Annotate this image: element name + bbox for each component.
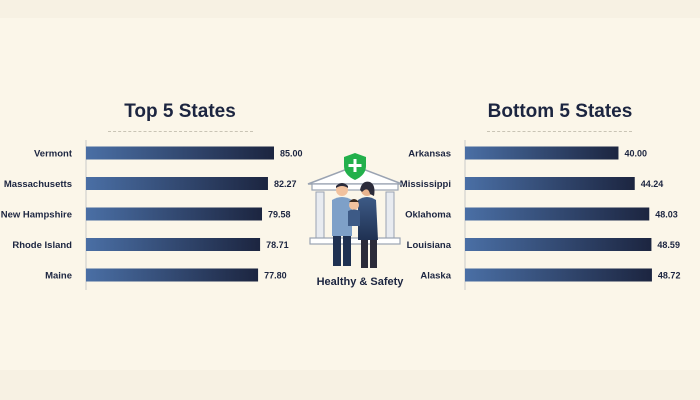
value-label: 77.80 [264,271,287,281]
bar [86,146,274,160]
value-label: 82.27 [274,179,297,189]
category-label: Vermont [34,149,73,160]
value-label: 78.71 [266,240,289,250]
mother-figure-icon [358,181,378,268]
bottom-states-bar-chart: Arkansas 40.00 Mississippi 44.24 Oklahoma 48.… [400,140,681,290]
category-label: Massachusetts [4,179,72,190]
category-label: Arkansas [408,149,451,160]
bar [86,268,259,282]
category-label: Maine [45,271,72,282]
center-caption: Healthy & Safety [316,276,404,288]
top-states-bar-chart: Vermont 85.00 Massachusetts 82.27 New Hampsh… [1,140,303,290]
value-label: 40.00 [624,149,647,159]
category-label: Louisiana [407,240,452,251]
bar [465,268,652,282]
bar [86,177,268,190]
bar [465,177,635,190]
child-figure-icon [348,199,360,226]
value-label: 48.03 [655,210,678,220]
top-states-title: Top 5 States [124,101,236,122]
bottom-band [0,370,700,400]
bar [86,207,263,221]
value-label: 85.00 [280,149,303,159]
top-states-title-divider [108,131,253,132]
top-band [0,0,700,18]
father-figure-icon [332,183,352,266]
bar [465,146,619,160]
bottom-states-title: Bottom 5 States [487,101,633,122]
bar [465,238,652,251]
bar [86,238,261,251]
family-health-shield-icon [307,153,403,268]
value-label: 48.72 [658,271,681,281]
bar [465,207,650,221]
category-label: Rhode Island [12,240,72,251]
category-label: Alaska [420,271,451,282]
bottom-states-title-divider [487,131,632,132]
category-label: Oklahoma [405,210,452,221]
value-label: 48.59 [657,240,680,250]
category-label: Mississippi [400,179,451,190]
shield-plus-icon [344,153,366,180]
value-label: 79.58 [268,210,291,220]
value-label: 44.24 [641,179,664,189]
category-label: New Hampshire [1,210,72,221]
